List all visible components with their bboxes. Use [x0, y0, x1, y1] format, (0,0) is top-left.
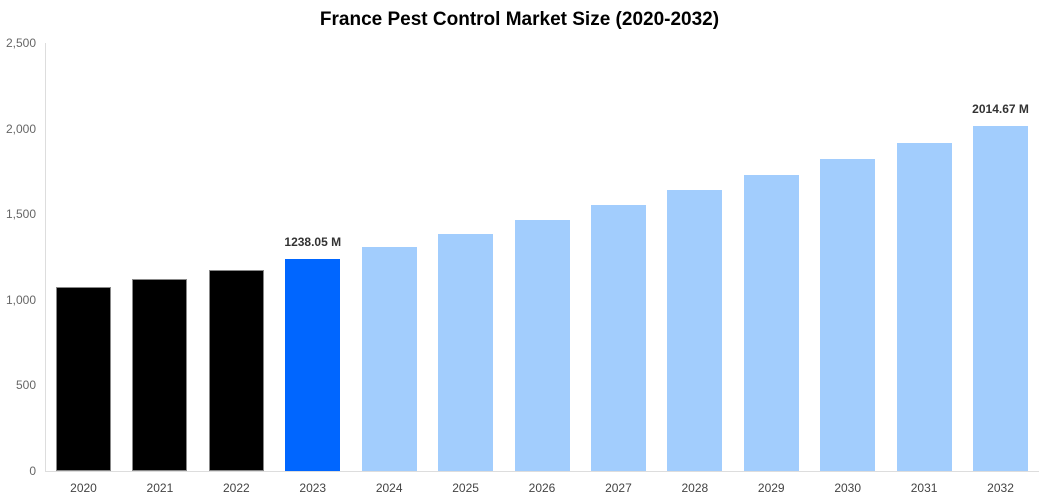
bar-2031[interactable]: [896, 142, 952, 471]
x-tick-label: 2020: [70, 481, 97, 495]
bar-2026[interactable]: [514, 220, 570, 471]
x-tick-label: 2022: [222, 481, 250, 495]
bar-value-label: 2014.67 M: [972, 102, 1029, 117]
bar-2029[interactable]: [743, 174, 799, 471]
x-tick-label: 2032: [987, 481, 1014, 495]
x-tick-label: 2028: [681, 481, 709, 495]
x-tick-label: 2031: [910, 481, 938, 495]
y-tick-label: 2,000: [5, 121, 36, 136]
bar-2030[interactable]: [820, 159, 876, 471]
x-tick-label: 2021: [146, 481, 174, 495]
x-tick-label: 2023: [299, 481, 327, 495]
x-tick-label: 2024: [375, 481, 403, 495]
y-tick-label: 1,500: [5, 207, 36, 222]
bar-2025[interactable]: [438, 234, 494, 471]
x-tick-label: 2029: [757, 481, 785, 495]
x-tick-label: 2026: [528, 481, 556, 495]
y-tick-label: 500: [15, 378, 36, 393]
bar-2020[interactable]: [56, 286, 111, 471]
x-tick-label: 2030: [834, 481, 862, 495]
bar-2022[interactable]: [208, 270, 264, 471]
bar-2028[interactable]: [667, 190, 723, 471]
bar-2023[interactable]: [285, 259, 341, 471]
x-axis-line: [45, 471, 1039, 472]
bar-2024[interactable]: [361, 247, 417, 471]
chart-title: France Pest Control Market Size (2020-20…: [319, 9, 720, 30]
bar-value-label: 1238.05 M: [284, 235, 342, 250]
y-tick-label: 0: [29, 464, 36, 478]
bar-2027[interactable]: [590, 204, 646, 471]
x-tick-label: 2025: [452, 481, 479, 495]
y-tick-label: 1,000: [5, 292, 36, 307]
bar-2021[interactable]: [132, 279, 188, 471]
y-axis-line: [45, 43, 46, 471]
y-tick-label: 2,500: [5, 36, 36, 50]
x-tick-label: 2027: [605, 481, 632, 495]
bar-2032[interactable]: [973, 126, 1029, 471]
